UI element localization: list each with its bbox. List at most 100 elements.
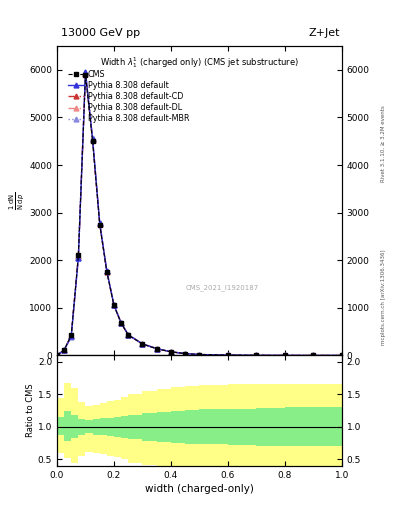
Pythia 8.308 default-CD [226,352,230,358]
CMS [154,346,159,352]
Pythia 8.308 default [311,352,316,358]
Pythia 8.308 default-MBR [254,352,259,358]
Pythia 8.308 default-CD [140,341,145,347]
Pythia 8.308 default [112,302,116,308]
CMS [55,352,59,358]
Pythia 8.308 default-DL [140,341,145,347]
Pythia 8.308 default-MBR [169,349,173,355]
Line: Pythia 8.308 default-MBR: Pythia 8.308 default-MBR [55,69,344,358]
Line: Pythia 8.308 default: Pythia 8.308 default [55,70,344,358]
Pythia 8.308 default-CD [55,352,59,358]
Pythia 8.308 default-MBR [226,352,230,358]
Pythia 8.308 default [226,352,230,358]
Pythia 8.308 default-CD [154,346,159,352]
Pythia 8.308 default-CD [197,351,202,357]
Pythia 8.308 default-CD [76,253,81,260]
CMS [183,351,187,357]
Pythia 8.308 default-DL [126,332,130,338]
Pythia 8.308 default-CD [62,347,66,353]
Pythia 8.308 default-CD [169,349,173,355]
Legend: CMS, Pythia 8.308 default, Pythia 8.308 default-CD, Pythia 8.308 default-DL, Pyt: CMS, Pythia 8.308 default, Pythia 8.308 … [67,69,191,125]
X-axis label: width (charged-only): width (charged-only) [145,484,254,494]
Pythia 8.308 default-MBR [69,333,73,339]
CMS [90,138,95,144]
Text: Z+Jet: Z+Jet [309,28,340,38]
Pythia 8.308 default [55,352,59,358]
Pythia 8.308 default-CD [112,302,116,308]
CMS [76,252,81,259]
Pythia 8.308 default [90,136,95,142]
Pythia 8.308 default [169,349,173,355]
Pythia 8.308 default [183,351,187,357]
Pythia 8.308 default-DL [97,221,102,227]
CMS [126,332,130,338]
Pythia 8.308 default [126,332,130,338]
Y-axis label: Ratio to CMS: Ratio to CMS [26,384,35,437]
CMS [112,303,116,309]
Pythia 8.308 default-DL [76,254,81,261]
Pythia 8.308 default-DL [197,351,202,357]
Pythia 8.308 default-DL [90,137,95,143]
CMS [69,332,73,338]
Pythia 8.308 default-CD [83,71,88,77]
Text: Width $\lambda_1^1$ (charged only) (CMS jet substructure): Width $\lambda_1^1$ (charged only) (CMS … [100,55,299,70]
Pythia 8.308 default-DL [254,352,259,358]
Pythia 8.308 default [62,347,66,353]
Pythia 8.308 default [254,352,259,358]
CMS [119,320,123,326]
CMS [197,352,202,358]
CMS [340,352,344,358]
CMS [97,222,102,228]
Pythia 8.308 default-DL [340,352,344,358]
Pythia 8.308 default-DL [119,320,123,326]
Pythia 8.308 default [197,351,202,357]
Pythia 8.308 default [76,255,81,261]
Pythia 8.308 default-MBR [183,351,187,357]
Pythia 8.308 default-MBR [311,352,316,358]
Pythia 8.308 default-MBR [55,352,59,358]
Text: mcplots.cern.ch [arXiv:1306.3436]: mcplots.cern.ch [arXiv:1306.3436] [381,249,386,345]
CMS [140,341,145,347]
Pythia 8.308 default-MBR [90,135,95,141]
Pythia 8.308 default-CD [183,351,187,357]
Pythia 8.308 default [154,346,159,352]
CMS [62,347,66,353]
CMS [105,269,109,275]
Pythia 8.308 default-CD [97,221,102,227]
Pythia 8.308 default-MBR [76,255,81,262]
CMS [226,352,230,358]
Line: Pythia 8.308 default-CD: Pythia 8.308 default-CD [55,71,344,358]
Pythia 8.308 default-MBR [283,352,287,358]
Pythia 8.308 default-MBR [83,69,88,75]
Pythia 8.308 default-MBR [97,220,102,226]
Pythia 8.308 default-MBR [112,302,116,308]
Pythia 8.308 default-DL [55,352,59,358]
Pythia 8.308 default-DL [69,333,73,339]
Pythia 8.308 default [340,352,344,358]
Pythia 8.308 default-MBR [340,352,344,358]
Pythia 8.308 default-DL [169,349,173,355]
Pythia 8.308 default-DL [105,268,109,274]
Pythia 8.308 default-MBR [62,347,66,353]
Pythia 8.308 default-CD [340,352,344,358]
Pythia 8.308 default-CD [126,332,130,338]
Text: 13000 GeV pp: 13000 GeV pp [61,28,140,38]
Pythia 8.308 default-CD [311,352,316,358]
Pythia 8.308 default-DL [83,70,88,76]
CMS [283,352,287,358]
Pythia 8.308 default [119,320,123,326]
Pythia 8.308 default-CD [105,269,109,275]
Pythia 8.308 default-DL [183,351,187,357]
Pythia 8.308 default-MBR [197,351,202,357]
Pythia 8.308 default-MBR [105,268,109,274]
Pythia 8.308 default [83,69,88,75]
Line: Pythia 8.308 default-DL: Pythia 8.308 default-DL [55,70,344,358]
Pythia 8.308 default-MBR [154,346,159,352]
CMS [169,349,173,355]
Pythia 8.308 default [105,268,109,274]
Pythia 8.308 default-MBR [119,319,123,326]
Pythia 8.308 default-CD [119,320,123,326]
CMS [311,352,316,358]
Pythia 8.308 default-DL [311,352,316,358]
Pythia 8.308 default-DL [226,352,230,358]
